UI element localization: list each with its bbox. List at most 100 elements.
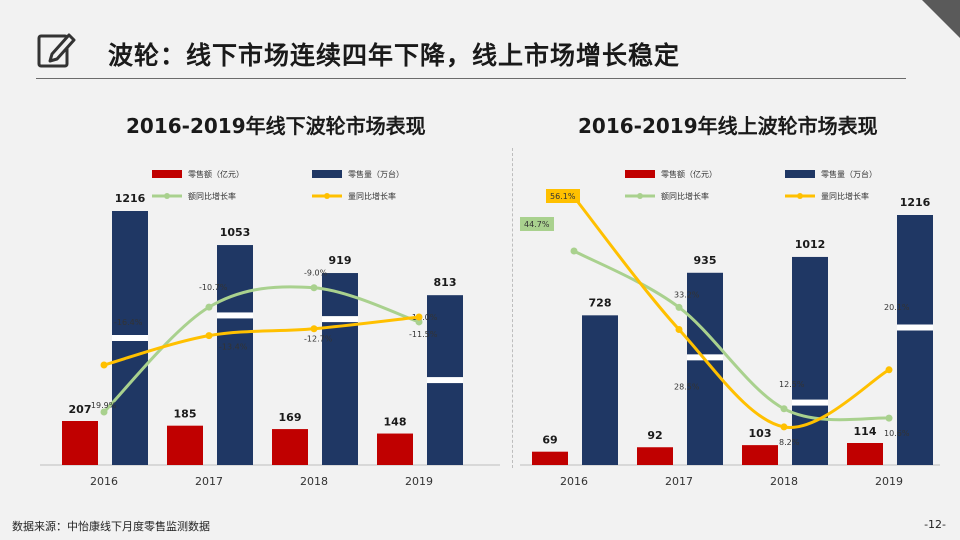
legend-marker-volume-yoy bbox=[324, 193, 330, 199]
corner-decoration bbox=[922, 0, 960, 38]
revenue-yoy-label-box bbox=[520, 217, 554, 231]
revenue-value-label: 148 bbox=[384, 416, 407, 429]
revenue-bar bbox=[637, 447, 673, 465]
legend-swatch-volume bbox=[785, 170, 815, 178]
revenue-yoy-point bbox=[310, 284, 318, 292]
page-number: -12- bbox=[924, 518, 946, 531]
volume-value-label: 935 bbox=[694, 254, 717, 267]
volume-bar bbox=[792, 256, 828, 465]
page-title: 波轮：线下市场连续四年下降，线上市场增长稳定 bbox=[108, 41, 681, 70]
volume-bar bbox=[582, 315, 618, 465]
volume-yoy-point bbox=[415, 313, 423, 321]
revenue-value-label: 207 bbox=[69, 403, 92, 416]
revenue-value-label: 114 bbox=[854, 425, 877, 438]
chart-divider bbox=[512, 148, 513, 468]
revenue-yoy-label: 44.7% bbox=[524, 220, 550, 229]
revenue-yoy-label: -12.0% bbox=[409, 313, 438, 322]
revenue-bar bbox=[272, 429, 308, 465]
revenue-bar bbox=[167, 425, 203, 465]
revenue-yoy-point bbox=[570, 247, 578, 255]
revenue-bar bbox=[62, 421, 98, 465]
revenue-yoy-label: -10.7% bbox=[199, 283, 228, 292]
edit-note-icon bbox=[37, 33, 76, 68]
legend-swatch-volume bbox=[312, 170, 342, 178]
legend-marker-revenue-yoy bbox=[637, 193, 643, 199]
revenue-yoy-point bbox=[415, 318, 423, 326]
revenue-yoy-point bbox=[205, 303, 213, 311]
legend-swatch-revenue bbox=[625, 170, 655, 178]
revenue-yoy-line bbox=[573, 249, 890, 422]
legend-label-volume-yoy: 量同比增长率 bbox=[348, 191, 396, 201]
volume-bar-gap bbox=[112, 335, 148, 341]
volume-value-label: 919 bbox=[329, 254, 352, 267]
revenue-bar bbox=[742, 445, 778, 465]
volume-yoy-point bbox=[780, 423, 788, 431]
data-source-note: 数据来源：中怡康线下月度零售监测数据 bbox=[12, 520, 210, 533]
volume-yoy-point bbox=[205, 332, 213, 340]
volume-yoy-label: 56.1% bbox=[550, 192, 576, 201]
revenue-yoy-point bbox=[100, 408, 108, 416]
revenue-yoy-label: 12.5% bbox=[779, 380, 805, 389]
volume-value-label: 1053 bbox=[220, 226, 251, 239]
legend-label-revenue-yoy: 额同比增长率 bbox=[188, 191, 236, 201]
x-tick-label: 2018 bbox=[770, 475, 798, 488]
x-tick-label: 2016 bbox=[560, 475, 588, 488]
revenue-value-label: 169 bbox=[279, 411, 302, 424]
volume-yoy-label: -11.5% bbox=[409, 330, 438, 339]
legend-marker-volume-yoy bbox=[797, 193, 803, 199]
volume-yoy-point bbox=[885, 366, 893, 374]
volume-bar-gap bbox=[217, 312, 253, 319]
x-tick-label: 2017 bbox=[665, 475, 693, 488]
revenue-yoy-label: 33.2% bbox=[674, 290, 700, 299]
legend-label-revenue-yoy: 额同比增长率 bbox=[661, 191, 709, 201]
volume-value-label: 1012 bbox=[795, 238, 826, 251]
volume-bar bbox=[897, 215, 933, 465]
revenue-value-label: 103 bbox=[749, 427, 772, 440]
volume-yoy-label: -16.4% bbox=[114, 318, 143, 327]
revenue-yoy-line bbox=[102, 285, 420, 414]
volume-yoy-label-box bbox=[546, 189, 580, 203]
volume-yoy-label: -13.4% bbox=[219, 343, 248, 352]
legend-marker-revenue-yoy bbox=[164, 193, 170, 199]
x-tick-label: 2016 bbox=[90, 475, 118, 488]
revenue-yoy-label: 10.6% bbox=[884, 429, 910, 438]
revenue-yoy-label: -19.9% bbox=[88, 401, 117, 410]
revenue-value-label: 185 bbox=[174, 408, 197, 421]
volume-yoy-label: -12.7% bbox=[304, 335, 333, 344]
online-chart-title: 2016-2019年线上波轮市场表现 bbox=[578, 114, 878, 138]
title-divider bbox=[36, 78, 906, 79]
volume-bar bbox=[322, 273, 358, 465]
x-tick-label: 2018 bbox=[300, 475, 328, 488]
legend-label-volume: 零售量（万台） bbox=[348, 169, 404, 179]
legend-label-volume-yoy: 量同比增长率 bbox=[821, 191, 869, 201]
volume-value-label: 728 bbox=[589, 296, 612, 309]
volume-bar-gap bbox=[427, 377, 463, 384]
volume-yoy-label: 20.1% bbox=[884, 303, 910, 312]
volume-yoy-label: 8.2% bbox=[779, 438, 800, 447]
revenue-value-label: 69 bbox=[542, 434, 557, 447]
revenue-yoy-point bbox=[780, 405, 788, 413]
volume-yoy-point bbox=[310, 325, 318, 333]
volume-value-label: 1216 bbox=[900, 196, 931, 209]
volume-yoy-label: 28.5% bbox=[674, 382, 700, 391]
revenue-bar bbox=[532, 451, 568, 465]
revenue-yoy-label: -9.0% bbox=[304, 269, 328, 278]
x-tick-label: 2017 bbox=[195, 475, 223, 488]
volume-yoy-point bbox=[675, 325, 683, 333]
volume-bar-gap bbox=[897, 324, 933, 331]
revenue-yoy-point bbox=[675, 303, 683, 311]
volume-bar bbox=[217, 245, 253, 465]
legend-label-revenue: 零售额（亿元） bbox=[661, 169, 717, 179]
volume-value-label: 1216 bbox=[115, 192, 146, 205]
volume-yoy-line bbox=[103, 315, 420, 367]
offline-chart-title: 2016-2019年线下波轮市场表现 bbox=[126, 114, 426, 138]
legend-label-volume: 零售量（万台） bbox=[821, 169, 877, 179]
legend-label-revenue: 零售额（亿元） bbox=[188, 169, 244, 179]
revenue-value-label: 92 bbox=[647, 429, 662, 442]
legend-swatch-revenue bbox=[152, 170, 182, 178]
volume-yoy-line bbox=[572, 196, 890, 429]
x-tick-label: 2019 bbox=[875, 475, 903, 488]
revenue-bar bbox=[847, 443, 883, 465]
volume-yoy-point bbox=[100, 361, 108, 369]
